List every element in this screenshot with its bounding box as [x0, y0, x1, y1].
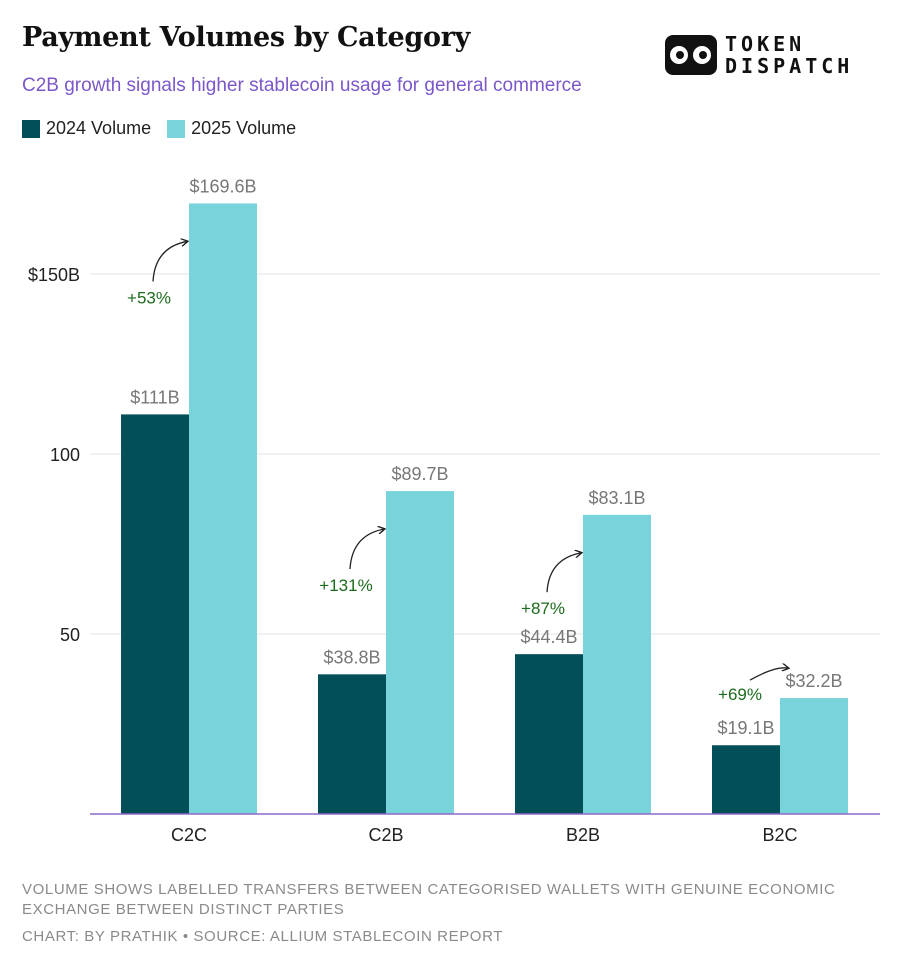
bar-2025-c2b: [386, 491, 454, 814]
legend-item-2025: 2025 Volume: [167, 118, 296, 139]
bar-2024-b2b: [515, 654, 583, 814]
bar-2025-c2c: [189, 203, 257, 814]
legend-label-2025: 2025 Volume: [191, 118, 297, 138]
growth-arrow: [349, 529, 384, 570]
chart-subtitle: C2B growth signals higher stablecoin usa…: [22, 75, 582, 96]
legend-swatch-2025: [167, 119, 186, 138]
legend-swatch-2024: [22, 119, 40, 138]
value-label: $83.1B: [588, 488, 645, 508]
value-label: $169.6B: [189, 176, 256, 196]
value-label: $44.4B: [520, 627, 577, 647]
bar-2024-b2c: [712, 745, 780, 814]
logo-line-1: TOKEN: [725, 32, 806, 56]
value-label: $89.7B: [391, 464, 448, 484]
growth-arrow: [546, 553, 581, 593]
value-label: $19.1B: [717, 718, 774, 738]
logo-wordmark: TOKEN DISPATCH: [725, 33, 853, 77]
x-tick-label: B2B: [566, 825, 600, 845]
growth-label: +131%: [319, 576, 372, 595]
chart-legend: 2024 Volume 2025 Volume: [22, 118, 312, 139]
chart-footnote: VOLUME SHOWS LABELLED TRANSFERS BETWEEN …: [22, 881, 836, 918]
y-tick-label: 50: [60, 625, 80, 645]
token-dispatch-logo: TOKEN DISPATCH: [665, 33, 853, 77]
logo-eyes-icon: [665, 35, 717, 75]
growth-label: +87%: [521, 599, 565, 618]
legend-item-2024: 2024 Volume: [22, 118, 151, 139]
growth-arrow: [152, 241, 187, 282]
x-tick-label: C2B: [368, 825, 403, 845]
bar-2024-c2c: [121, 414, 189, 814]
value-label: $111B: [130, 387, 179, 407]
bar-2025-b2b: [583, 514, 651, 814]
value-label: $38.8B: [323, 647, 380, 667]
chart-credit: CHART: BY PRATHIK • SOURCE: ALLIUM STABL…: [22, 928, 504, 945]
bar-chart: 50 100 $150B $111B $169.6B C2C +53% $38.8B $89.7…: [28, 176, 880, 845]
x-tick-label: B2C: [762, 825, 797, 845]
growth-label: +53%: [127, 288, 171, 307]
x-tick-label: C2C: [171, 825, 207, 845]
value-label: $32.2B: [785, 671, 842, 691]
growth-arrow: [749, 668, 788, 681]
logo-line-2: DISPATCH: [725, 54, 854, 78]
y-tick-label: $150B: [28, 265, 80, 285]
legend-label-2024: 2024 Volume: [46, 118, 152, 138]
chart-title: Payment Volumes by Category: [22, 22, 471, 53]
bar-2024-c2b: [318, 674, 386, 814]
growth-label: +69%: [718, 685, 762, 704]
bar-2025-b2c: [780, 698, 848, 814]
y-tick-label: 100: [50, 445, 80, 465]
